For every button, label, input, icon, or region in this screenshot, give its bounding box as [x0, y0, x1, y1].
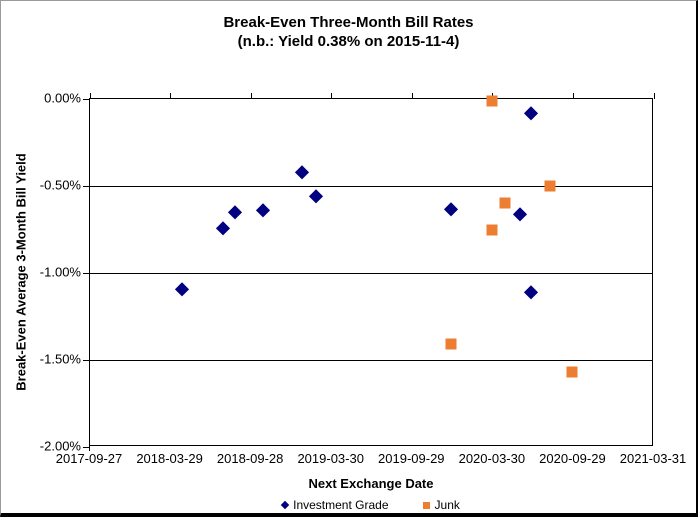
x-axis-tick [89, 93, 91, 99]
legend: Investment Grade Junk [89, 498, 653, 512]
data-point-junk [486, 224, 498, 235]
data-point-investment-grade [295, 165, 309, 179]
x-axis-tick [411, 93, 413, 99]
y-axis-tick [83, 272, 90, 274]
x-tick-label: 2020-03-30 [458, 451, 526, 466]
gridline [90, 272, 652, 274]
data-point-investment-grade [256, 203, 270, 218]
x-axis-tick [572, 93, 574, 99]
y-tick-label: -0.50% [39, 177, 81, 193]
x-tick-label: 2019-09-29 [378, 451, 445, 466]
gridline [90, 359, 652, 361]
x-tick-label: 2020-09-29 [539, 451, 606, 466]
x-tick-label: 2021-03-31 [619, 451, 687, 466]
legend-diamond-icon [280, 500, 290, 510]
y-tick-label: 0.00% [44, 90, 81, 106]
chart-subtitle: (n.b.: Yield 0.38% on 2015-11-4) [237, 33, 460, 50]
plot-area [83, 93, 655, 451]
y-axis-tick-labels: 0.00% -0.50% -1.00% -1.50% -2.00% [1, 91, 81, 454]
axis-corner-tick [89, 445, 90, 451]
y-axis-tick [83, 359, 90, 361]
y-axis-tick [83, 185, 90, 187]
chart-title-block: Break-Even Three-Month Bill Rates (n.b.:… [1, 13, 696, 51]
gridline [90, 185, 652, 187]
x-tick-label: 2018-03-29 [136, 451, 203, 466]
data-point-investment-grade [309, 189, 323, 204]
y-tick-label: -1.00% [39, 264, 81, 280]
legend-square-icon [422, 501, 430, 509]
data-point-junk [445, 338, 457, 350]
data-point-investment-grade [216, 221, 230, 235]
data-point-junk [486, 95, 498, 107]
x-tick-label: 2017-09-27 [55, 451, 123, 466]
legend-item-investment-grade: Investment Grade [280, 498, 389, 512]
data-point-investment-grade [444, 201, 458, 216]
y-axis-tick [83, 98, 90, 100]
x-tick-label: 2019-03-30 [297, 451, 364, 466]
legend-item-junk: Junk [422, 498, 460, 512]
x-axis-tick [170, 93, 172, 99]
data-point-investment-grade [524, 106, 538, 120]
y-axis-tick [83, 446, 90, 448]
y-tick-label: -1.50% [39, 351, 81, 367]
data-point-investment-grade [524, 285, 538, 299]
data-point-junk [544, 180, 556, 192]
x-axis-tick-labels: 2017-09-27 2018-03-29 2018-09-28 2019-03-30… [56, 451, 687, 467]
x-axis-tick [653, 93, 655, 99]
data-point-investment-grade [228, 205, 242, 219]
legend-item-label: Junk [434, 498, 460, 512]
y-tick-label: -2.00% [39, 438, 81, 454]
x-axis-tick [250, 93, 252, 99]
data-point-junk [566, 366, 578, 378]
data-point-investment-grade [512, 207, 527, 221]
x-tick-label: 2018-09-28 [216, 451, 284, 466]
legend-item-label: Investment Grade [293, 498, 389, 512]
chart-title: Break-Even Three-Month Bill Rates [223, 14, 474, 31]
x-axis-tick [331, 93, 333, 99]
data-point-junk [499, 197, 511, 209]
x-axis-title: Next Exchange Date [308, 476, 434, 491]
data-point-investment-grade [175, 281, 189, 296]
